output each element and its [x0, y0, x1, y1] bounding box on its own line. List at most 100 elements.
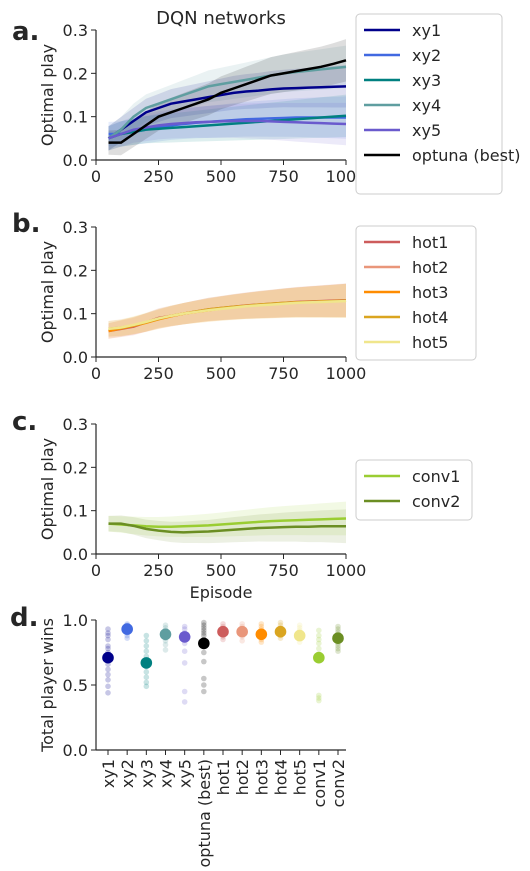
- run-point: [201, 649, 207, 656]
- run-point: [162, 641, 169, 648]
- band-hot2: [108, 283, 346, 337]
- y-tick-label: 0.0: [63, 348, 88, 367]
- x-tick-label: 500: [206, 167, 237, 186]
- run-point: [201, 625, 207, 631]
- y-tick-label: 0.3: [63, 21, 88, 40]
- x-tick-label: hot3: [252, 759, 271, 795]
- run-point: [296, 622, 303, 628]
- band-hot4: [108, 283, 346, 337]
- mean-point-hot2: [236, 625, 248, 638]
- x-tick-label: 0: [91, 167, 101, 186]
- mean-point-xy4: [159, 628, 172, 641]
- run-point: [316, 697, 322, 704]
- run-point: [181, 660, 188, 666]
- x-tick-label: 250: [143, 561, 174, 580]
- mean-point-xy2: [121, 623, 133, 635]
- series-line-xy1: [107, 85, 347, 140]
- x-tick-label: conv1: [310, 759, 329, 807]
- run-point: [335, 623, 341, 630]
- run-point: [201, 627, 207, 634]
- run-point: [201, 688, 207, 695]
- run-point: [181, 688, 188, 695]
- band-xy3: [108, 94, 346, 151]
- x-tick-label: hot4: [272, 759, 291, 795]
- band-conv2: [108, 509, 346, 544]
- panel-letter: d.: [10, 603, 39, 633]
- series-line-xy4: [107, 65, 347, 140]
- run-point: [105, 666, 111, 673]
- band-hot3: [108, 283, 346, 339]
- x-tick-label: 250: [143, 167, 174, 186]
- mean-point-xy3: [140, 657, 153, 669]
- mean-point-conv2: [332, 632, 344, 644]
- x-tick-label: xy2: [118, 759, 137, 788]
- run-point: [162, 622, 169, 628]
- band-xy5: [108, 102, 346, 151]
- panel-2: 0.0 0.1 0.2 0.3 0 250 500 750 1000 Optimal play Ep…: [12, 407, 473, 602]
- run-point: [124, 635, 130, 641]
- x-tick-label: hot1: [214, 759, 233, 795]
- x-tick-label: 0: [91, 561, 101, 580]
- x-tick-label: 500: [206, 561, 237, 580]
- series-line-optuna--best-: [108, 59, 347, 144]
- run-point: [201, 630, 207, 636]
- run-point: [105, 643, 111, 649]
- x-tick-label: optuna (best): [195, 759, 214, 867]
- run-point: [201, 675, 207, 682]
- run-point: [143, 638, 150, 644]
- legend-entry: optuna (best): [412, 146, 520, 165]
- run-point: [162, 647, 169, 653]
- mean-point-hot4: [274, 625, 287, 638]
- y-tick-label: 1.0: [63, 611, 88, 630]
- x-tick-label: 1000: [326, 561, 367, 580]
- run-point: [316, 627, 322, 634]
- panel-letter: b.: [12, 209, 41, 239]
- run-point: [105, 632, 111, 639]
- run-point: [201, 619, 207, 626]
- mean-point-xy1: [102, 651, 114, 664]
- run-point: [143, 674, 150, 680]
- series-line-conv2: [108, 522, 346, 534]
- mean-point-xy5: [178, 631, 191, 643]
- y-axis-label: Total player wins: [38, 618, 57, 753]
- legend-entry: hot1: [412, 233, 448, 252]
- x-tick-label: xy5: [176, 759, 195, 788]
- y-tick-label: 0.1: [63, 108, 88, 127]
- x-tick-label: 750: [268, 167, 299, 186]
- run-point: [201, 632, 207, 639]
- mean-point-hot5: [293, 629, 306, 642]
- y-tick-label: 0.1: [63, 502, 88, 521]
- run-point: [105, 630, 111, 636]
- x-tick-label: 750: [268, 364, 299, 383]
- run-point: [316, 640, 322, 647]
- run-point: [201, 682, 207, 688]
- band-hot1: [108, 283, 346, 339]
- chart-title: DQN networks: [156, 8, 286, 29]
- legend-entry: xy2: [412, 46, 441, 65]
- run-point: [316, 695, 322, 701]
- y-tick-label: 0.0: [63, 741, 88, 760]
- legend-entry: hot5: [412, 333, 448, 352]
- x-tick-label: hot2: [233, 759, 252, 795]
- mean-point-hot3: [255, 628, 268, 641]
- mean-point-conv1: [313, 651, 325, 664]
- x-tick-label: 1000: [326, 364, 367, 383]
- y-tick-label: 0.2: [63, 261, 88, 280]
- series-line-hot5: [108, 299, 347, 331]
- legend-entry: xy3: [412, 71, 441, 90]
- legend-entry: xy1: [412, 21, 441, 40]
- mean-point-optuna--best-: [198, 637, 210, 650]
- run-point: [143, 643, 150, 649]
- run-point: [220, 636, 226, 643]
- x-tick-label: conv2: [329, 759, 348, 807]
- run-point: [181, 623, 188, 630]
- legend-entry: xy4: [412, 96, 441, 115]
- x-tick-label: 0: [91, 364, 101, 383]
- legend-box: [355, 225, 477, 361]
- legend-entry: hot3: [412, 283, 448, 302]
- y-tick-label: 0.0: [63, 151, 88, 170]
- x-tick-label: 500: [206, 364, 237, 383]
- series-line-xy3: [108, 114, 347, 140]
